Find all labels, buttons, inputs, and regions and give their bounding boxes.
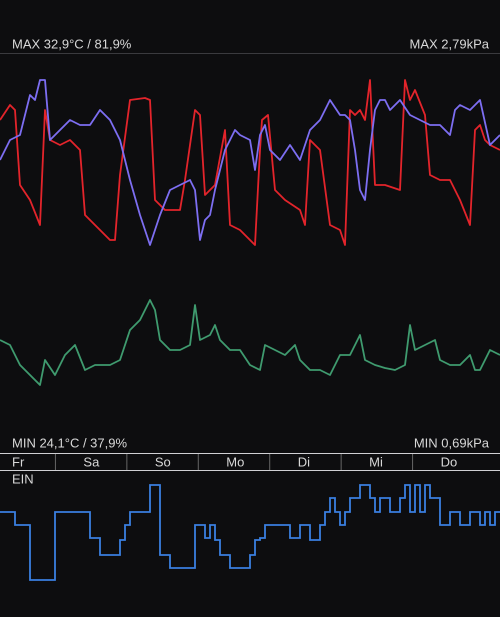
day-label: Sa xyxy=(83,454,100,469)
series-line xyxy=(0,299,500,386)
min-right: MIN 0,69kPa xyxy=(414,435,490,450)
min-left: MIN 24,1°C / 37,9% xyxy=(12,435,127,450)
max-right: MAX 2,79kPa xyxy=(410,36,490,51)
day-label: Fr xyxy=(12,454,25,469)
day-label: So xyxy=(155,454,171,469)
day-label: Mi xyxy=(369,454,383,469)
day-label: Do xyxy=(441,454,458,469)
max-left: MAX 32,9°C / 81,9% xyxy=(12,36,132,51)
day-label: Mo xyxy=(226,454,244,469)
day-label: Di xyxy=(298,454,310,469)
series-line xyxy=(0,79,500,246)
step-title: EIN xyxy=(12,471,34,486)
step-line xyxy=(0,484,500,581)
